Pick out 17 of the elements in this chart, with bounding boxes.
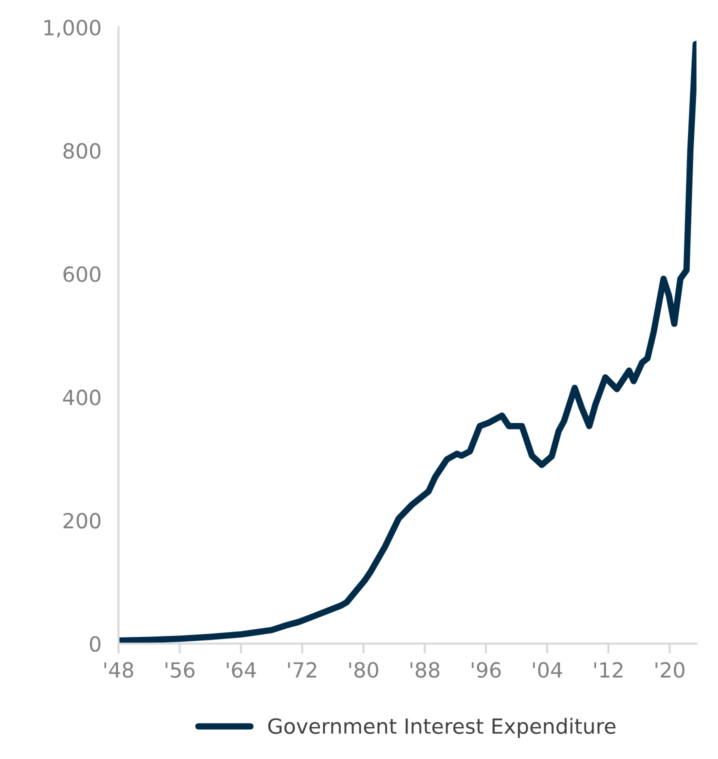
x-tick-label: '04 bbox=[533, 662, 562, 678]
legend-label: Government Interest Expenditure bbox=[268, 718, 616, 738]
x-tick-label: '56 bbox=[166, 662, 195, 678]
y-tick-label: 0 bbox=[90, 636, 100, 652]
x-tick-label: '80 bbox=[349, 662, 378, 678]
x-tick-label: '12 bbox=[594, 662, 622, 678]
x-tick-label: '48 bbox=[104, 662, 134, 678]
x-tick-label: '96 bbox=[472, 662, 501, 678]
x-tick-label: '20 bbox=[656, 662, 684, 678]
x-tick-label: '64 bbox=[226, 662, 256, 678]
x-tick-label: '72 bbox=[288, 662, 316, 678]
y-tick-label: 600 bbox=[63, 266, 100, 282]
x-tick-label: '88 bbox=[410, 662, 440, 678]
y-tick-label: 400 bbox=[63, 390, 100, 406]
y-tick-label: 200 bbox=[64, 512, 100, 529]
y-tick-label: 1,000 bbox=[44, 20, 100, 38]
y-tick-label: 800 bbox=[63, 143, 100, 159]
